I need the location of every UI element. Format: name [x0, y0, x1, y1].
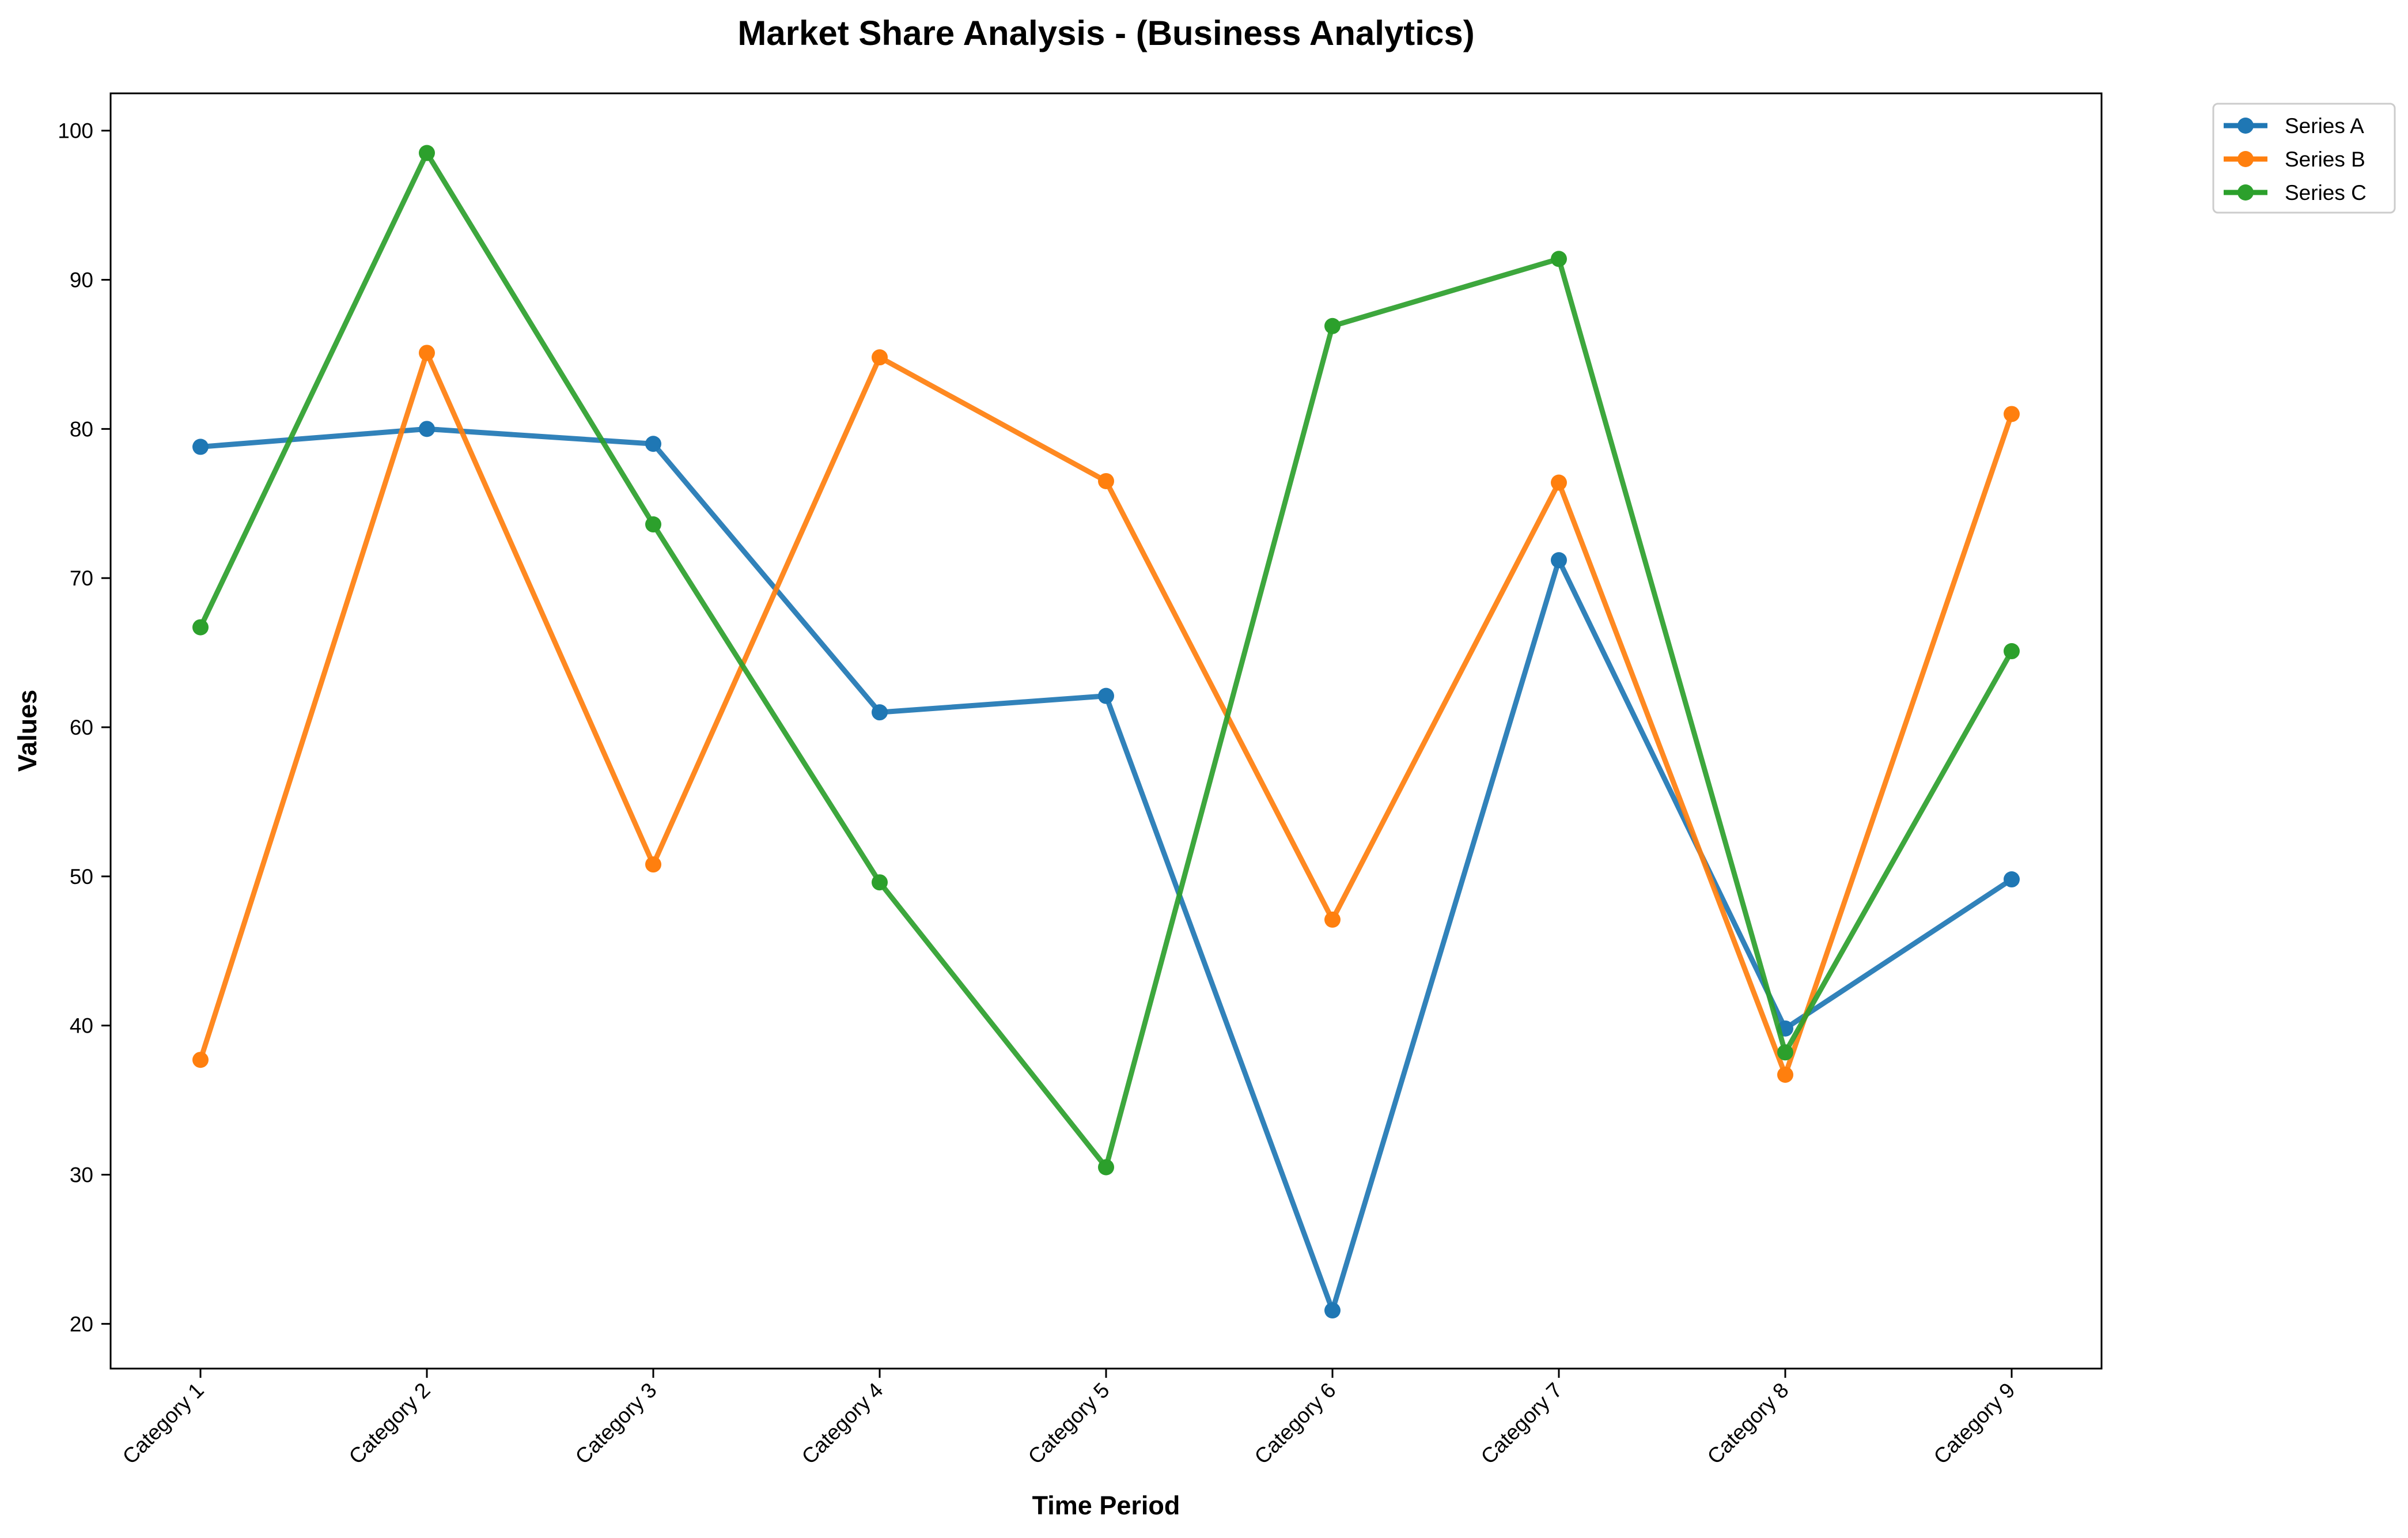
- data-point: [419, 345, 435, 361]
- data-point: [645, 516, 661, 533]
- data-point: [645, 436, 661, 452]
- legend: Series A Series B Series C: [2212, 103, 2396, 214]
- data-point: [872, 704, 888, 721]
- data-point: [1551, 552, 1567, 569]
- data-point: [192, 439, 209, 455]
- plot-area: [192, 145, 2020, 1319]
- chart-title: Market Share Analysis - (Business Analyt…: [737, 14, 1474, 52]
- legend-swatch-marker: [2237, 118, 2254, 134]
- data-point: [2004, 871, 2020, 888]
- data-point: [1098, 687, 1114, 704]
- y-axis: 20 30 40 50 60 70 80 90 100: [58, 119, 111, 1336]
- data-point: [1551, 251, 1567, 267]
- data-point: [1777, 1067, 1793, 1083]
- y-tick-label: 20: [70, 1312, 93, 1336]
- legend-label: Series A: [2285, 114, 2364, 138]
- data-point: [1777, 1044, 1793, 1061]
- y-tick-label: 90: [70, 269, 93, 292]
- y-tick-label: 50: [70, 865, 93, 889]
- legend-box: [2212, 103, 2396, 214]
- data-point: [1324, 911, 1341, 928]
- y-axis-label: Values: [13, 690, 42, 772]
- data-point: [872, 349, 888, 366]
- legend-swatch-marker: [2237, 184, 2254, 201]
- data-point: [1324, 318, 1341, 334]
- data-point: [1551, 474, 1567, 491]
- data-point: [2004, 643, 2020, 660]
- data-point: [872, 874, 888, 891]
- y-tick-label: 70: [70, 566, 93, 590]
- y-tick-label: 80: [70, 417, 93, 441]
- legend-item: Series C: [2224, 181, 2367, 205]
- legend-item: Series B: [2224, 148, 2365, 171]
- data-point: [419, 145, 435, 161]
- data-point: [645, 856, 661, 873]
- series-series-c: [192, 145, 2020, 1176]
- y-tick-label: 40: [70, 1014, 93, 1038]
- legend-label: Series C: [2285, 181, 2367, 205]
- data-point: [419, 421, 435, 437]
- data-point: [2004, 406, 2020, 422]
- y-tick-label: 30: [70, 1163, 93, 1187]
- legend-item: Series A: [2224, 114, 2364, 138]
- data-point: [192, 1052, 209, 1068]
- y-tick-label: 60: [70, 716, 93, 739]
- y-tick-label: 100: [58, 119, 93, 143]
- data-point: [1098, 1159, 1114, 1176]
- x-axis-label: Time Period: [1032, 1491, 1180, 1520]
- data-point: [1324, 1302, 1341, 1319]
- data-point: [1098, 473, 1114, 489]
- legend-label: Series B: [2285, 148, 2365, 171]
- series-series-b: [192, 345, 2020, 1083]
- data-point: [192, 619, 209, 636]
- legend-swatch-marker: [2237, 151, 2254, 167]
